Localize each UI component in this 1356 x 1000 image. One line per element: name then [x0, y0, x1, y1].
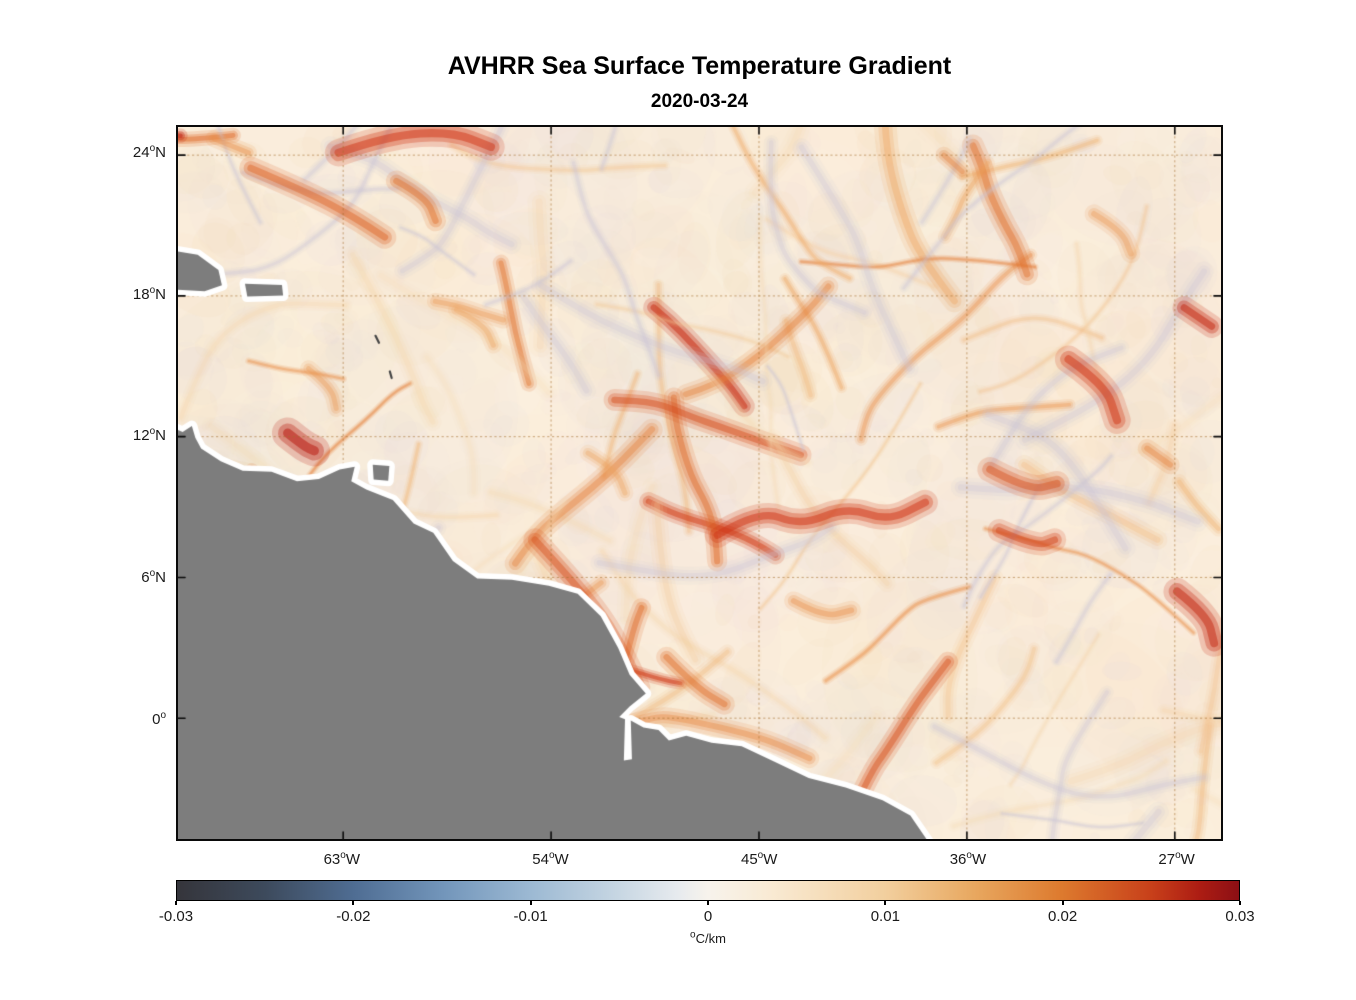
- colorbar-tick-label: -0.01: [513, 908, 548, 925]
- degree-symbol: o: [548, 850, 555, 861]
- colorbar-tick: [352, 901, 355, 905]
- colorbar: [176, 880, 1240, 901]
- colorbar-tick: [1239, 901, 1241, 905]
- degree-symbol: o: [160, 709, 166, 721]
- colorbar-tick: [1061, 901, 1064, 905]
- x-tick-label: 36oW: [949, 850, 987, 869]
- colorbar-tick: [529, 901, 532, 905]
- y-tick-label: 6oN: [141, 567, 166, 586]
- chart-title: AVHRR Sea Surface Temperature Gradient: [447, 52, 952, 80]
- map-plot: [176, 125, 1223, 841]
- colorbar-tick-label: 0.03: [1225, 908, 1255, 925]
- colorbar-unit-label: oC/km: [690, 929, 726, 946]
- degree-symbol: o: [690, 929, 696, 941]
- x-tick-label: 45oW: [740, 850, 778, 869]
- sst-gradient-map-canvas: [178, 127, 1221, 839]
- degree-symbol: o: [340, 850, 346, 861]
- y-tick-label: 18oN: [132, 284, 166, 303]
- y-tick-label: 24oN: [132, 143, 166, 162]
- colorbar-tick-label: -0.02: [336, 908, 371, 925]
- degree-symbol: o: [966, 850, 972, 861]
- degree-symbol: o: [149, 284, 156, 296]
- degree-symbol: o: [149, 567, 156, 579]
- x-tick-label: 63oW: [323, 850, 360, 869]
- degree-symbol: o: [1175, 850, 1181, 861]
- y-tick-label: 12oN: [132, 426, 166, 445]
- colorbar-tick: [707, 901, 709, 905]
- y-tick-label: 0o: [152, 709, 166, 728]
- chart-subtitle: 2020-03-24: [650, 91, 749, 112]
- colorbar-tick-label: 0: [703, 908, 713, 925]
- colorbar-tick-label: -0.03: [158, 908, 194, 925]
- x-tick-label: 54oW: [532, 850, 569, 869]
- colorbar-tick: [175, 901, 177, 905]
- degree-symbol: o: [149, 143, 156, 155]
- degree-symbol: o: [757, 850, 764, 861]
- degree-symbol: o: [149, 426, 156, 438]
- colorbar-tick-label: 0.01: [870, 908, 900, 925]
- colorbar-tick: [884, 901, 887, 905]
- x-tick-label: 27oW: [1158, 850, 1195, 869]
- colorbar-tick-label: 0.02: [1048, 908, 1078, 925]
